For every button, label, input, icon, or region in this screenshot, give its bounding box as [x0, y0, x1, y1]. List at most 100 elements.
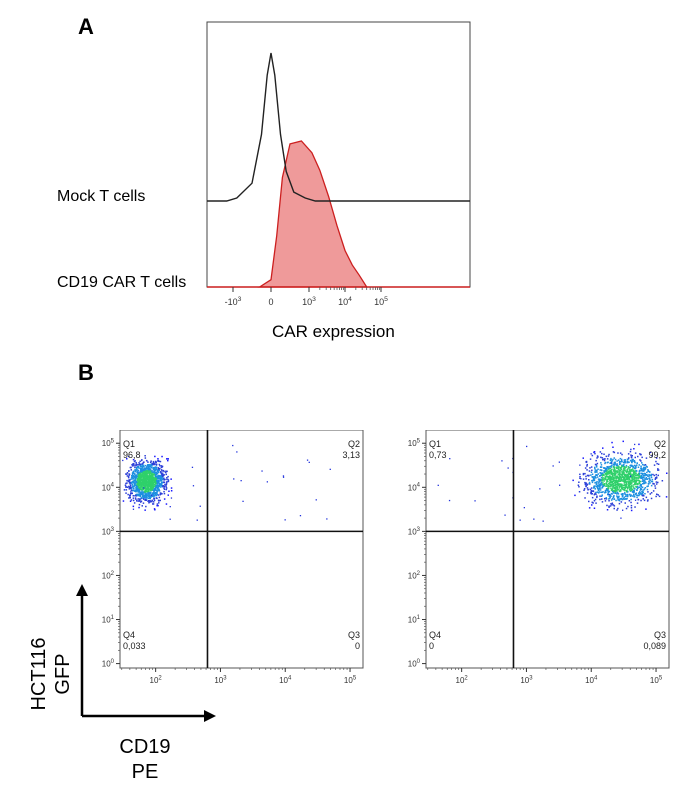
scatter-point	[641, 490, 644, 492]
scatter-point	[507, 467, 509, 469]
scatter-point	[151, 494, 153, 496]
scatter-point	[621, 487, 623, 490]
scatter-point	[599, 483, 601, 486]
scatter-point	[608, 505, 610, 507]
scatter-point	[153, 469, 156, 471]
scatter-point	[614, 469, 616, 472]
scatter-point	[609, 481, 611, 484]
mock-histogram-line	[207, 52, 470, 202]
scatter-point	[148, 470, 151, 472]
scatter-point	[625, 471, 628, 474]
scatter-point	[611, 480, 613, 483]
scatter-point	[143, 495, 146, 498]
y-tick-label-base: 10	[102, 660, 111, 669]
scatter-point	[627, 453, 630, 455]
quadrant-q2-value: 3,13	[342, 450, 360, 460]
x-tick-label-base: 10	[150, 676, 159, 685]
scatter-point	[633, 477, 636, 480]
scatter-point	[611, 504, 613, 506]
scatter-point	[132, 486, 134, 488]
scatter-point	[132, 458, 135, 461]
scatter-point	[614, 473, 617, 476]
scatter-point	[611, 498, 614, 500]
y-tick-label: 100	[408, 659, 421, 669]
scatter-point	[157, 478, 160, 480]
scatter-point	[135, 494, 137, 497]
scatter-point	[650, 484, 653, 487]
scatter-point	[140, 488, 142, 491]
scatter-point	[622, 470, 624, 472]
scatter-point	[159, 460, 162, 463]
scatter-point	[586, 487, 589, 489]
scatter-point	[143, 482, 146, 484]
scatter-point	[637, 474, 640, 477]
quadrant-q2-value: 99,2	[648, 450, 666, 460]
scatter-point	[165, 473, 167, 476]
scatter-point	[624, 488, 626, 491]
scatter-point	[129, 486, 131, 488]
scatter-point	[644, 464, 647, 466]
scatter-point	[129, 484, 132, 487]
scatter-point	[146, 472, 148, 475]
scatter-point	[595, 470, 598, 472]
scatter-point	[130, 487, 132, 490]
scatter-point	[584, 481, 586, 484]
scatter-point	[589, 458, 592, 460]
scatter-point	[151, 462, 153, 465]
scatter-point	[610, 478, 613, 480]
scatter-point	[147, 495, 150, 497]
scatter-point	[626, 470, 629, 473]
scatter-point	[613, 480, 616, 482]
scatter-point	[628, 479, 630, 481]
scatter-point	[157, 475, 159, 477]
scatter-point	[607, 491, 609, 494]
quadrant-q3-value: 0	[355, 641, 360, 651]
y-tick-label-base: 10	[408, 616, 417, 625]
scatter-point	[603, 453, 605, 455]
scatter-point	[138, 475, 141, 478]
scatter-point	[145, 499, 147, 501]
scatter-point	[635, 465, 637, 467]
scatter-point	[624, 486, 626, 488]
scatter-point	[160, 471, 162, 474]
scatter-point	[144, 477, 146, 479]
scatter-point	[132, 505, 135, 508]
scatter-point	[149, 497, 151, 499]
scatter-point	[597, 492, 600, 494]
scatter-point	[594, 452, 596, 455]
scatter-point	[140, 474, 142, 477]
scatter-point	[639, 453, 641, 455]
histogram-x-tick-label-base: -10	[225, 297, 238, 307]
scatter-point	[585, 485, 587, 488]
scatter-point	[133, 484, 136, 486]
scatter-point	[612, 446, 614, 448]
scatter-point	[141, 491, 143, 493]
scatter-point	[504, 514, 506, 516]
scatter-point	[150, 475, 153, 478]
scatter-point	[632, 468, 634, 470]
x-tick-label-base: 10	[214, 676, 223, 685]
scatter-point	[160, 483, 162, 485]
scatter-point	[149, 482, 151, 484]
scatter-point	[585, 482, 587, 484]
histogram-x-tick-label: -103	[225, 296, 242, 307]
scatter-point	[630, 474, 633, 477]
scatter-point	[629, 489, 631, 492]
scatter-point	[616, 464, 619, 467]
scatter-point	[636, 502, 639, 504]
scatter-point	[146, 466, 148, 468]
scatter-point	[138, 500, 140, 502]
scatter-point	[139, 467, 142, 469]
scatter-point	[167, 479, 170, 481]
scatter-point	[621, 474, 623, 477]
scatter-point	[144, 486, 147, 488]
scatter-point	[630, 487, 633, 489]
scatter-point	[599, 495, 601, 497]
scatter-point	[145, 496, 147, 499]
scatter-point	[135, 481, 138, 484]
scatter-point	[615, 477, 618, 480]
scatter-point	[140, 478, 143, 480]
scatter-point	[649, 474, 651, 477]
scatter-point	[139, 495, 142, 498]
scatter-point	[645, 496, 648, 499]
